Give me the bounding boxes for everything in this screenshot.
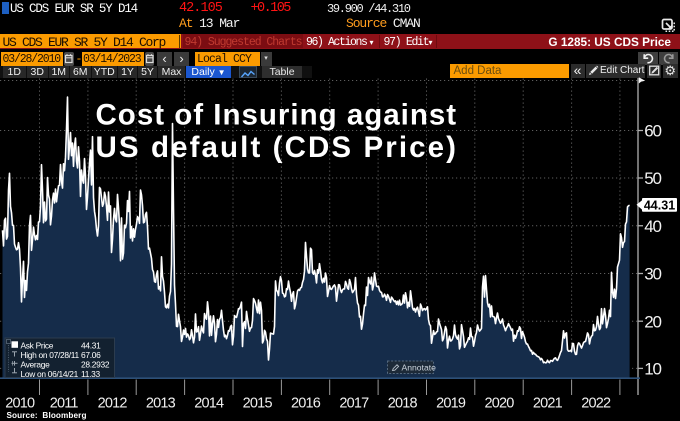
svg-text:2013: 2013 <box>146 396 176 412</box>
svg-text:2019: 2019 <box>436 396 466 412</box>
svg-text:11.33: 11.33 <box>81 369 100 379</box>
svg-text:44.31: 44.31 <box>81 340 101 350</box>
svg-text:2016: 2016 <box>291 396 321 412</box>
svg-text:2020: 2020 <box>484 396 514 412</box>
svg-text:50: 50 <box>644 169 661 188</box>
svg-text:2017: 2017 <box>339 396 369 412</box>
svg-text:67.06: 67.06 <box>81 350 101 360</box>
svg-text:Annotate: Annotate <box>402 362 437 372</box>
svg-text:2021: 2021 <box>533 396 563 412</box>
svg-text:Cost of Insuring against: Cost of Insuring against <box>96 99 458 132</box>
svg-text:Low on 06/14/21: Low on 06/14/21 <box>21 369 79 379</box>
svg-text:10: 10 <box>644 360 661 379</box>
svg-text:28.2932: 28.2932 <box>81 359 110 369</box>
svg-text:2018: 2018 <box>388 396 418 412</box>
svg-text:40: 40 <box>644 217 661 236</box>
svg-text:US default (CDS Price): US default (CDS Price) <box>96 131 459 164</box>
svg-text:Source: Bloomberg: Source: Bloomberg <box>7 411 87 420</box>
svg-text:2012: 2012 <box>98 396 128 412</box>
svg-text:2011: 2011 <box>50 396 79 412</box>
svg-text:44.31: 44.31 <box>644 198 675 212</box>
svg-text:60: 60 <box>644 122 661 141</box>
svg-text:Average: Average <box>21 359 51 369</box>
svg-text:30: 30 <box>644 265 661 284</box>
svg-text:2015: 2015 <box>243 396 273 412</box>
svg-text:Ask Price: Ask Price <box>21 340 54 350</box>
svg-text:2022: 2022 <box>581 396 611 412</box>
svg-text:2014: 2014 <box>194 396 224 412</box>
svg-text:High on 07/28/11: High on 07/28/11 <box>21 350 80 360</box>
svg-text:20: 20 <box>644 312 661 331</box>
svg-text:2010: 2010 <box>5 396 35 412</box>
